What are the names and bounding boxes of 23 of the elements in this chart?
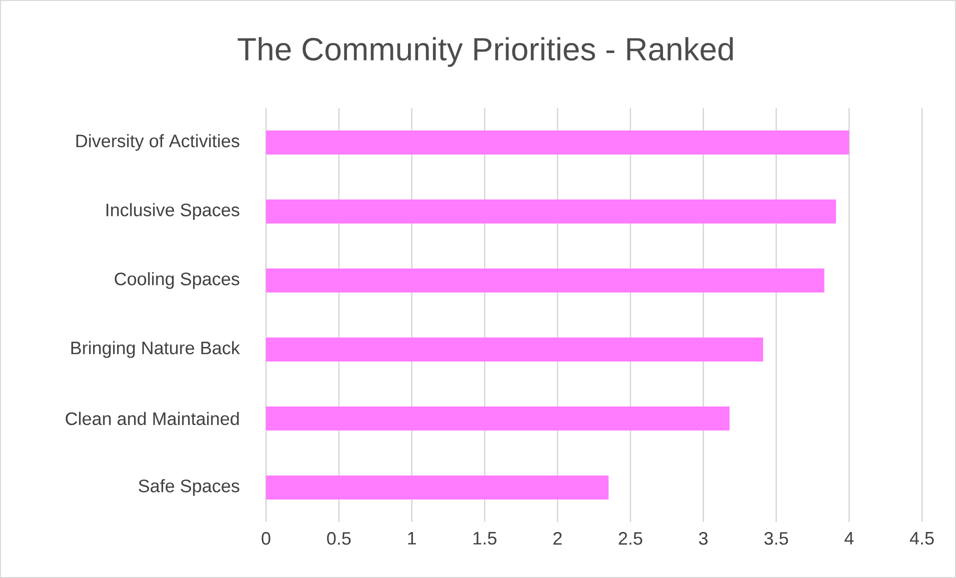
bar xyxy=(266,476,609,500)
bar xyxy=(266,268,824,293)
x-tick-label: 3.5 xyxy=(764,532,788,545)
x-tick-label: 4 xyxy=(844,532,854,544)
x-tick-label: 4.5 xyxy=(910,532,934,545)
y-tick-label: Safe Spaces xyxy=(138,479,240,496)
chart-title: The Community Priorities - Ranked xyxy=(238,37,733,67)
y-tick-label: Bringing Nature Back xyxy=(71,341,240,358)
y-tick-label: Inclusive Spaces xyxy=(106,203,240,220)
bar xyxy=(266,406,730,431)
y-tick-label: Clean and Maintained xyxy=(66,412,239,426)
x-tick-label: 0 xyxy=(262,532,270,545)
bar xyxy=(266,338,764,362)
x-tick-label: 1.5 xyxy=(474,532,496,545)
x-tick-label: 3 xyxy=(699,532,708,545)
x-tick-label: 2.5 xyxy=(618,532,642,545)
bar xyxy=(266,130,850,155)
x-tick-label: 1 xyxy=(408,532,416,544)
y-tick-label: Diversity of Activities xyxy=(76,134,240,151)
y-tick-label: Cooling Spaces xyxy=(114,272,240,289)
bar xyxy=(266,200,836,224)
x-tick-label: 2 xyxy=(553,532,562,545)
x-tick-label: 0.5 xyxy=(327,532,351,545)
